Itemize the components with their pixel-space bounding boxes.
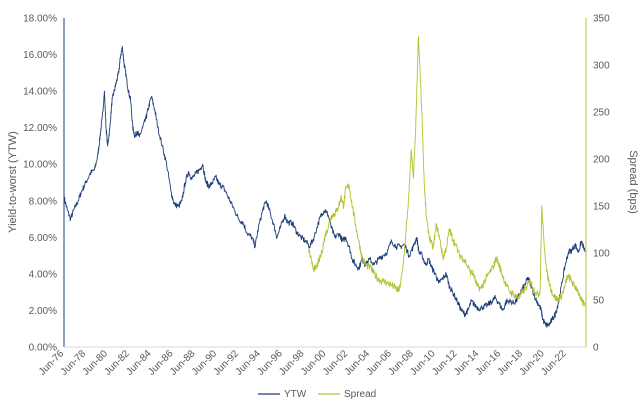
right-axis-ticks: 0 50 100 150 200 250 300 350	[593, 14, 610, 354]
right-tick-label: 0	[593, 343, 599, 354]
legend: YTW Spread	[258, 389, 376, 400]
left-tick-label: 0.00%	[29, 343, 57, 354]
right-tick-label: 350	[593, 14, 610, 25]
left-axis-ticks: 0.00% 2.00% 4.00% 6.00% 8.00% 10.00% 12.00% 14.…	[23, 14, 57, 354]
right-tick-label: 250	[593, 108, 610, 119]
legend-label: YTW	[284, 389, 307, 400]
left-tick-label: 8.00%	[29, 196, 57, 207]
x-tick-label: Jun-22	[539, 348, 569, 378]
left-tick-label: 12.00%	[23, 123, 57, 134]
series-layer	[63, 36, 586, 328]
left-axis-title: Yield-to-worst (YTW)	[7, 131, 19, 233]
right-tick-label: 200	[593, 155, 610, 166]
right-tick-label: 100	[593, 249, 610, 260]
left-axis: 0.00% 2.00% 4.00% 6.00% 8.00% 10.00% 12.00% 14.…	[7, 14, 65, 354]
left-tick-label: 14.00%	[23, 87, 57, 98]
series-line-spread	[308, 36, 586, 307]
left-tick-label: 4.00%	[29, 269, 57, 280]
series-line-ytw	[63, 46, 586, 328]
left-tick-label: 16.00%	[23, 50, 57, 61]
x-axis-ticks: Jun-76Jun-78Jun-80Jun-82Jun-84Jun-86Jun-…	[37, 348, 569, 378]
right-tick-label: 300	[593, 61, 610, 72]
right-tick-label: 50	[593, 296, 605, 307]
left-tick-label: 6.00%	[29, 233, 57, 244]
right-axis-title: Spread (bps)	[627, 150, 639, 214]
left-tick-label: 10.00%	[23, 160, 57, 171]
right-tick-label: 150	[593, 202, 610, 213]
left-tick-label: 18.00%	[23, 14, 57, 25]
x-axis: Jun-76Jun-78Jun-80Jun-82Jun-84Jun-86Jun-…	[37, 346, 586, 378]
right-axis: 0 50 100 150 200 250 300 350 Spread (bps)	[585, 14, 639, 354]
left-tick-label: 2.00%	[29, 306, 57, 317]
legend-label: Spread	[344, 389, 376, 400]
